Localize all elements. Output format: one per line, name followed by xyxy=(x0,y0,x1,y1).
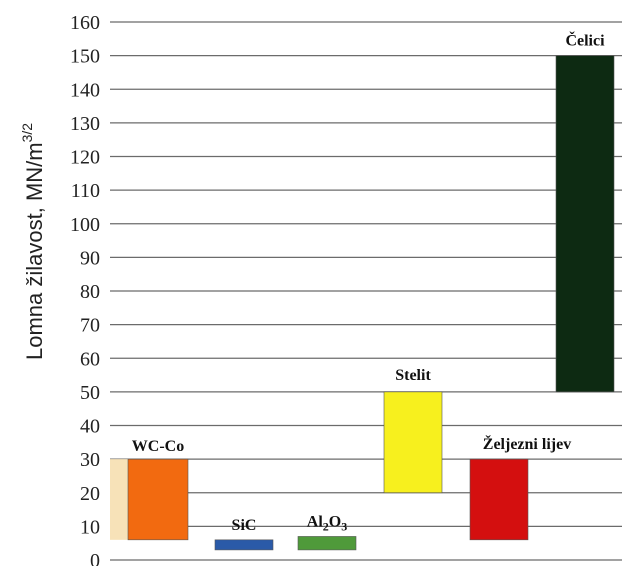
y-tick-label: 110 xyxy=(71,180,100,202)
bar-label: Al2O3 xyxy=(307,513,347,533)
bar-sic xyxy=(214,539,274,551)
y-tick-label: 50 xyxy=(80,382,100,404)
y-tick-label: 90 xyxy=(80,247,100,269)
y-tick-label: 80 xyxy=(80,281,100,303)
bar-wc-co xyxy=(127,458,189,541)
y-axis-title-text: Lomna žilavost, MN/m xyxy=(22,142,47,360)
y-tick-label: 30 xyxy=(80,449,100,471)
grid xyxy=(110,21,622,561)
y-tick-label: 130 xyxy=(70,113,100,135)
y-tick-label: 10 xyxy=(80,516,100,538)
bar--eljezni-lijev xyxy=(469,458,529,541)
background-band xyxy=(110,459,130,540)
bars xyxy=(127,55,615,551)
y-tick-label: 140 xyxy=(70,79,100,101)
bar-stelit xyxy=(383,391,443,494)
y-tick-label: 0 xyxy=(90,550,100,566)
bar-label: SiC xyxy=(232,517,257,534)
bar-label: Željezni lijev xyxy=(483,434,571,453)
bar--elici xyxy=(555,55,615,393)
y-tick-label: 70 xyxy=(80,315,100,337)
y-tick-label: 40 xyxy=(80,416,100,438)
y-tick-label: 20 xyxy=(80,483,100,505)
y-tick-label: 60 xyxy=(80,348,100,370)
y-tick-label: 160 xyxy=(70,12,100,34)
y-tick-labels: 0 10 20 30 40 50 60 70 80 90 100 110 120 130 140 150 160 xyxy=(70,12,100,566)
bar-label: Čelici xyxy=(565,31,605,50)
y-tick-label: 150 xyxy=(70,46,100,68)
y-tick-label: 100 xyxy=(70,214,100,236)
bar-label: WC-Co xyxy=(132,438,184,455)
bar-label: Stelit xyxy=(395,367,431,384)
bar-al2o3 xyxy=(297,536,357,551)
y-tick-label: 120 xyxy=(70,147,100,169)
y-axis-title: Lomna žilavost, MN/m3/2 xyxy=(19,123,47,360)
bar-labels: WC-Co SiC Al2O3 Stelit Željezni lijev Čelici xyxy=(132,31,605,534)
background-band-rect xyxy=(110,459,130,540)
y-axis-title-superscript: 3/2 xyxy=(19,123,35,143)
